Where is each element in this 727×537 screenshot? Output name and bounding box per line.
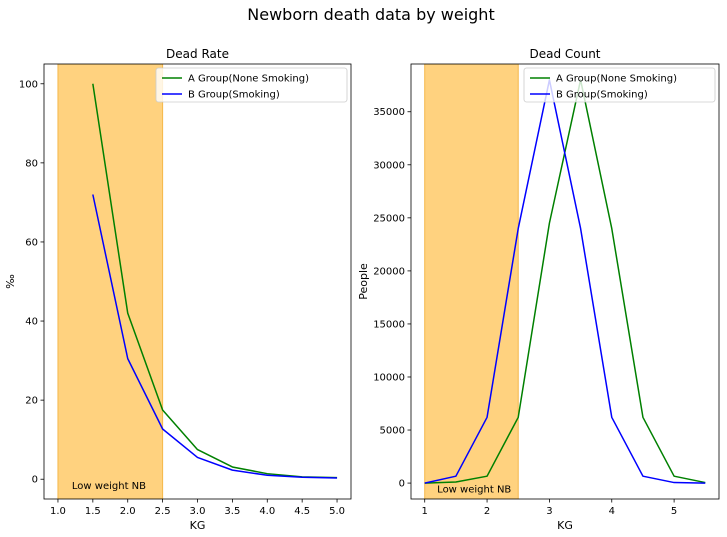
dead-rate-x-tick-label: 5.0 <box>329 506 345 517</box>
dead-rate-x-tick-label: 1.0 <box>50 506 66 517</box>
dead-count-x-tick-label: 4 <box>609 506 615 517</box>
dead-rate-x-tick-label: 2.5 <box>155 506 171 517</box>
dead-rate-y-tick-label: 20 <box>25 396 38 407</box>
dead-count-x-tick-label: 5 <box>671 506 677 517</box>
dead-rate-band-label: Low weight NB <box>72 481 146 492</box>
dead-rate-y-tick-label: 40 <box>25 317 38 328</box>
dead-count-y-tick-label: 5000 <box>380 426 405 437</box>
figure-title: Newborn death data by weight <box>247 5 494 24</box>
dead-count-title: Dead Count <box>529 47 600 61</box>
dead-count-y-tick-label: 20000 <box>373 266 405 277</box>
dead-count-x-tick-label: 2 <box>484 506 490 517</box>
dead-count-legend-label-a: A Group(None Smoking) <box>556 74 677 85</box>
dead-rate-x-tick-label: 3.0 <box>190 506 206 517</box>
dead-count-series-b-line <box>424 79 706 484</box>
dead-count-y-tick-label: 25000 <box>373 213 405 224</box>
dead-count-subplot: Low weight NB 1 2 3 4 5 0 5000 10000 15000 20000 25… <box>357 47 720 532</box>
dead-count-x-tick-label: 3 <box>546 506 552 517</box>
dead-rate-legend-label-a: A Group(None Smoking) <box>188 74 309 85</box>
dead-rate-x-tick-label: 4.0 <box>259 506 275 517</box>
dead-rate-title: Dead Rate <box>166 47 229 61</box>
dead-count-y-axis-label: People <box>357 263 370 300</box>
dead-count-y-tick-label: 0 <box>399 479 405 490</box>
dead-rate-x-tick-label: 1.5 <box>85 506 101 517</box>
dead-rate-x-tick-label: 4.5 <box>294 506 310 517</box>
dead-count-axes-frame <box>410 63 720 500</box>
dead-rate-x-tick-label: 2.0 <box>120 506 136 517</box>
dead-count-x-axis-label: KG <box>557 519 573 532</box>
dead-count-x-tick-label: 1 <box>422 506 428 517</box>
dead-rate-legend-box <box>155 67 348 103</box>
dead-count-y-tick-label: 15000 <box>373 319 405 330</box>
dead-rate-y-tick-label: 100 <box>19 79 38 90</box>
dead-count-low-weight-band <box>424 64 519 499</box>
dead-count-legend-label-b: B Group(Smoking) <box>556 90 648 101</box>
dead-rate-x-tick-label: 3.5 <box>224 506 240 517</box>
dead-rate-legend: A Group(None Smoking) B Group(Smoking) <box>155 67 348 103</box>
dead-rate-y-axis-label: ‰ <box>4 274 17 289</box>
dead-count-y-tick-label: 35000 <box>373 107 405 118</box>
dead-rate-low-weight-band <box>57 64 164 499</box>
dead-rate-y-tick-label: 0 <box>32 475 38 486</box>
dead-count-y-tick-label: 10000 <box>373 372 405 383</box>
dead-rate-legend-label-b: B Group(Smoking) <box>188 90 280 101</box>
dead-rate-x-axis-label: KG <box>190 519 206 532</box>
dead-count-legend: A Group(None Smoking) B Group(Smoking) <box>523 67 716 103</box>
dead-rate-y-tick-label: 60 <box>25 237 38 248</box>
dead-count-y-tick-label: 30000 <box>373 160 405 171</box>
dead-count-legend-box <box>523 67 716 103</box>
dead-count-band-label: Low weight NB <box>437 484 511 495</box>
dead-rate-subplot: Low weight NB 1.0 1.5 2.0 2.5 3.0 3.5 4.0 4.5 5.0… <box>4 47 352 532</box>
dead-rate-y-tick-label: 80 <box>25 158 38 169</box>
dead-rate-series-b-line <box>92 194 338 479</box>
